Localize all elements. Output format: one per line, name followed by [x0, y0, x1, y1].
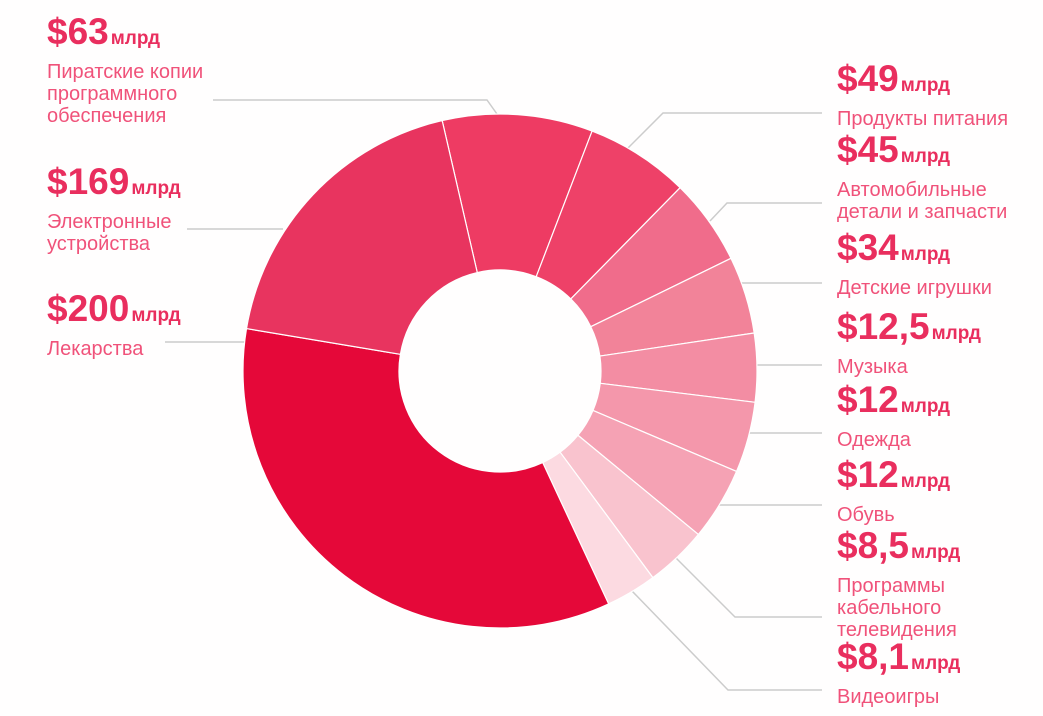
leader-line-auto-parts	[709, 202, 822, 222]
name-music: Музыка	[837, 356, 908, 378]
label-medicines: $200 млрд Лекарства	[47, 288, 181, 361]
value-footwear: $12	[837, 454, 899, 495]
name-medicines: Лекарства	[47, 338, 144, 360]
name-cable-tv: Программы кабельного телевидения	[837, 575, 957, 641]
value-electronics: $169	[47, 161, 130, 202]
value-clothes: $12	[837, 379, 899, 420]
leader-line-pirated-software	[213, 99, 498, 115]
value-video-games: $8,1	[837, 636, 910, 677]
unit-electronics: млрд	[131, 178, 181, 199]
unit-footwear: млрд	[900, 471, 951, 492]
unit-pirated-software: млрд	[110, 28, 161, 49]
name-clothes: Одежда	[837, 429, 911, 451]
unit-video-games: млрд	[911, 653, 961, 674]
name-food: Продукты питания	[837, 108, 1009, 130]
name-footwear: Обувь	[837, 504, 895, 526]
label-footwear: $12 млрд Обувь	[837, 454, 951, 527]
unit-music: млрд	[931, 323, 981, 344]
label-clothes: $12 млрд Одежда	[837, 379, 951, 452]
value-cable-tv: $8,5	[837, 525, 910, 566]
slice-electronics	[245, 119, 478, 355]
name-toys: Детские игрушки	[837, 277, 992, 299]
label-music: $12,5 млрд Музыка	[837, 306, 981, 379]
slice-medicines	[242, 327, 610, 629]
name-video-games: Видеоигры	[837, 686, 940, 708]
value-auto-parts: $45	[837, 129, 899, 170]
name-auto-parts: Автомобильные детали и запчасти	[837, 179, 1008, 223]
value-medicines: $200	[47, 288, 130, 329]
unit-clothes: млрд	[900, 396, 951, 417]
leader-line-food	[627, 112, 822, 149]
name-pirated-software: Пиратские копии программного обеспечения	[47, 61, 204, 127]
label-toys: $34 млрд Детские игрушки	[837, 227, 992, 300]
unit-auto-parts: млрд	[900, 146, 951, 167]
unit-cable-tv: млрд	[911, 542, 961, 563]
label-pirated-software: $63 млрд Пиратские копии программного обе…	[47, 11, 204, 128]
unit-medicines: млрд	[131, 305, 181, 326]
value-pirated-software: $63	[47, 11, 109, 52]
unit-toys: млрд	[900, 244, 951, 265]
label-auto-parts: $45 млрд Автомобильные детали и запчасти	[837, 129, 1008, 224]
unit-food: млрд	[900, 75, 951, 96]
label-food: $49 млрд Продукты питания	[837, 58, 1009, 131]
value-food: $49	[837, 58, 899, 99]
leader-line-video-games	[631, 590, 822, 691]
value-music: $12,5	[837, 306, 930, 347]
label-electronics: $169 млрд Электронные устройства	[47, 161, 181, 256]
value-toys: $34	[837, 227, 899, 268]
label-video-games: $8,1 млрд Видеоигры	[837, 636, 961, 709]
leader-line-cable-tv	[675, 557, 822, 618]
name-electronics: Электронные устройства	[47, 211, 172, 255]
label-cable-tv: $8,5 млрд Программы кабельного телевидени…	[837, 525, 961, 642]
